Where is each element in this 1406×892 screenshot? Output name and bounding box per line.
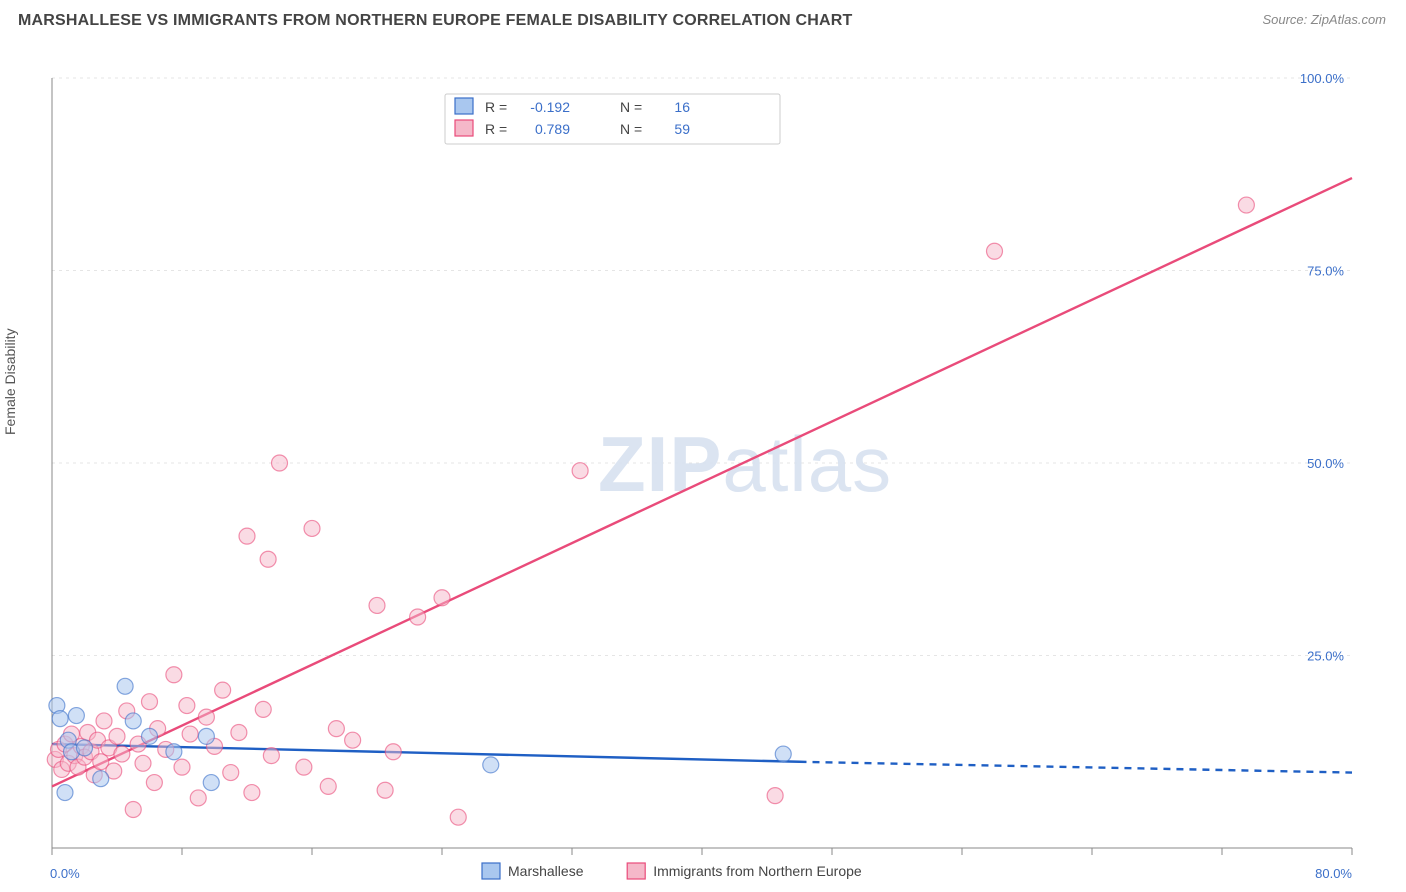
data-point <box>572 463 588 479</box>
data-point <box>93 771 109 787</box>
legend-stat: N = <box>620 99 642 115</box>
y-tick-label: 50.0% <box>1307 456 1344 471</box>
data-point <box>320 778 336 794</box>
data-point <box>142 694 158 710</box>
data-point <box>57 785 73 801</box>
legend-series-label: Immigrants from Northern Europe <box>653 863 862 879</box>
data-point <box>109 728 125 744</box>
data-point <box>987 243 1003 259</box>
legend-stat: -0.192 <box>530 99 570 115</box>
data-point <box>450 809 466 825</box>
data-point <box>125 713 141 729</box>
data-point <box>272 455 288 471</box>
data-point <box>345 732 361 748</box>
data-point <box>182 726 198 742</box>
data-point <box>434 590 450 606</box>
data-point <box>203 775 219 791</box>
data-point <box>96 713 112 729</box>
data-point <box>179 698 195 714</box>
legend-stat: R = <box>485 99 507 115</box>
source-attribution: Source: ZipAtlas.com <box>1262 12 1386 27</box>
data-point <box>190 790 206 806</box>
data-point <box>410 609 426 625</box>
data-point <box>263 748 279 764</box>
legend-series-label: Marshallese <box>508 863 584 879</box>
legend-stat: 59 <box>674 121 690 137</box>
data-point <box>223 765 239 781</box>
data-point <box>369 597 385 613</box>
y-tick-label: 75.0% <box>1307 264 1344 279</box>
data-point <box>198 709 214 725</box>
legend-stat: 16 <box>674 99 690 115</box>
data-point <box>174 759 190 775</box>
data-point <box>304 520 320 536</box>
data-point <box>52 711 68 727</box>
data-point <box>166 667 182 683</box>
x-tick-label: 80.0% <box>1315 866 1352 881</box>
data-point <box>244 785 260 801</box>
y-axis-label: Female Disability <box>2 328 18 435</box>
data-point <box>1238 197 1254 213</box>
data-point <box>114 746 130 762</box>
chart-title: MARSHALLESE VS IMMIGRANTS FROM NORTHERN … <box>18 12 852 30</box>
data-point <box>77 740 93 756</box>
data-point <box>146 775 162 791</box>
data-point <box>68 708 84 724</box>
chart-container: Female Disability 25.0% 50.0% 75.0% 100.0% Z… <box>0 34 1406 884</box>
title-bar: MARSHALLESE VS IMMIGRANTS FROM NORTHERN … <box>0 0 1406 34</box>
legend-stat: N = <box>620 121 642 137</box>
data-point <box>125 802 141 818</box>
data-point <box>166 744 182 760</box>
scatter-chart: 25.0% 50.0% 75.0% 100.0% ZIPatlas 0.0% 80.0% R … <box>0 34 1406 884</box>
y-tick-label: 100.0% <box>1300 71 1345 86</box>
data-point <box>231 725 247 741</box>
data-point <box>775 746 791 762</box>
data-point <box>239 528 255 544</box>
data-point <box>328 721 344 737</box>
x-tick-label: 0.0% <box>50 866 80 881</box>
y-tick-label: 25.0% <box>1307 649 1344 664</box>
watermark: ZIPatlas <box>598 420 892 508</box>
legend-stat: R = <box>485 121 507 137</box>
data-point <box>255 701 271 717</box>
data-point <box>260 551 276 567</box>
data-point <box>296 759 312 775</box>
data-point <box>215 682 231 698</box>
data-point <box>767 788 783 804</box>
legend-stat: 0.789 <box>535 121 570 137</box>
data-point <box>142 728 158 744</box>
data-point <box>135 755 151 771</box>
data-point <box>483 757 499 773</box>
data-point <box>377 782 393 798</box>
data-point <box>117 678 133 694</box>
data-point <box>385 744 401 760</box>
data-point <box>198 728 214 744</box>
